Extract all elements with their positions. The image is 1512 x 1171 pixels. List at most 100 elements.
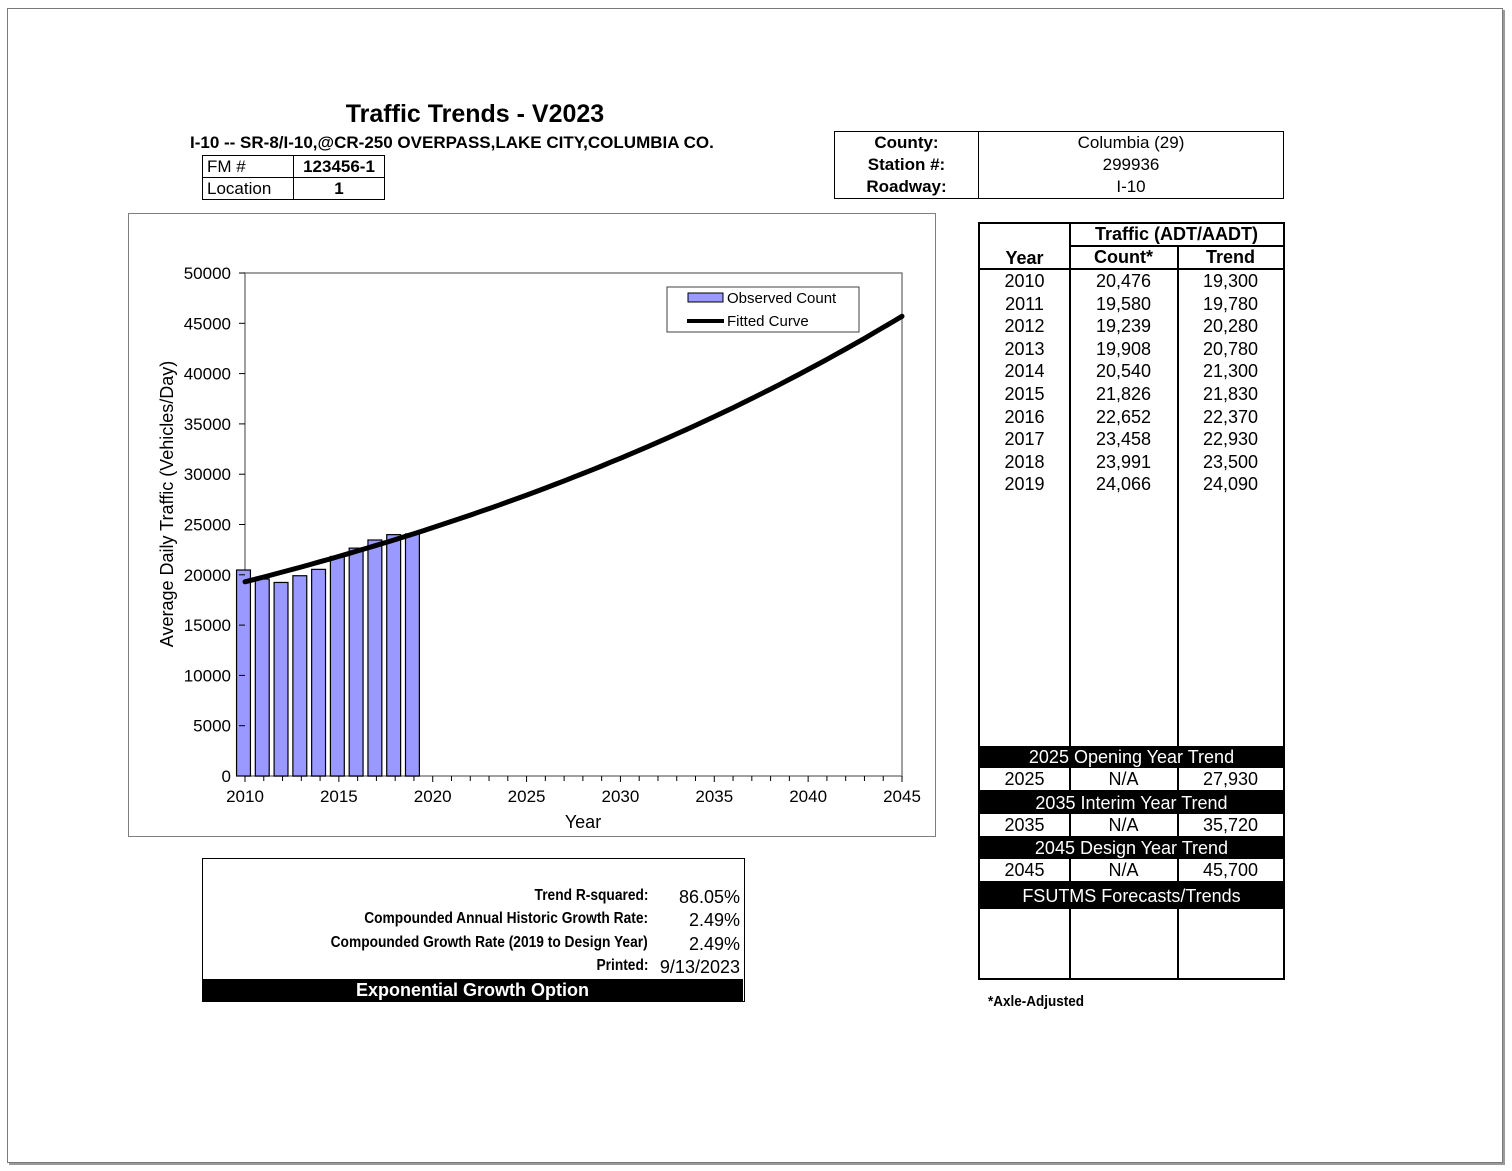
traffic-cell-count: 23,991 — [1095, 451, 1152, 472]
traffic-cell-trend: 22,370 — [1202, 406, 1259, 427]
traffic-cell-count: 19,908 — [1095, 338, 1152, 359]
r-squared-row: Trend R-squared: 86.05% — [203, 887, 743, 910]
traffic-cell-trend: 20,280 — [1202, 316, 1259, 337]
opening-year: 2025 — [1004, 769, 1045, 789]
legend-fitted-label: Fitted Curve — [727, 313, 809, 330]
fitted-curve-line — [242, 313, 905, 585]
x-tick-label: 2035 — [695, 787, 733, 806]
y-tick-label: 0 — [222, 767, 231, 786]
printed-row: Printed: 9/13/2023 — [203, 957, 743, 980]
design-growth-row: Compounded Growth Rate (2019 to Design Y… — [203, 934, 743, 957]
bar-observed-count — [235, 569, 252, 777]
traffic-cell-trend: 24,090 — [1202, 474, 1259, 495]
traffic-cell-count: 19,239 — [1095, 316, 1152, 337]
r-squared-value: 86.05% — [678, 887, 740, 907]
traffic-cell-year: 2015 — [1004, 384, 1045, 404]
fm-label: FM # — [202, 155, 294, 178]
roadway-value: I-10 — [1116, 177, 1146, 196]
traffic-cell-trend: 22,930 — [1202, 429, 1259, 450]
interim-year: 2035 — [1004, 815, 1045, 835]
county-label: County: — [834, 131, 979, 154]
x-tick-label: 2040 — [789, 787, 827, 806]
y-tick-label: 45000 — [184, 314, 231, 333]
interim-year-header: 2035 Interim Year Trend — [980, 792, 1283, 814]
bar-observed-count — [254, 578, 270, 777]
col-header-count: Count* — [1094, 247, 1153, 267]
bar-observed-count — [404, 533, 420, 777]
traffic-cell-year: 2013 — [1004, 338, 1045, 359]
legend-observed-label: Observed Count — [727, 290, 837, 307]
legend-bar-swatch — [687, 292, 724, 303]
location-label: Location — [202, 177, 294, 200]
opening-trend: 27,930 — [1202, 769, 1259, 789]
traffic-cell-trend: 23,500 — [1202, 451, 1259, 472]
r-squared-label: Trend R-squared: — [534, 887, 648, 904]
location-value: 1 — [293, 177, 385, 200]
x-tick-label: 2020 — [414, 787, 452, 806]
x-tick-label: 2025 — [508, 787, 546, 806]
y-tick-label: 5000 — [193, 717, 231, 736]
y-tick-label: 30000 — [184, 465, 231, 484]
y-tick-label: 20000 — [184, 566, 231, 585]
bar-observed-count — [292, 575, 308, 777]
traffic-cell-trend: 19,780 — [1202, 293, 1259, 314]
traffic-cell-year: 2011 — [1005, 293, 1044, 314]
growth-option-label: Exponential Growth Option — [356, 980, 589, 1000]
growth-stats-box: Trend R-squared: 86.05% Compounded Annua… — [202, 858, 745, 1002]
traffic-cell-year: 2019 — [1004, 474, 1045, 495]
fm-table: FM # 123456-1 Location 1 — [202, 155, 385, 200]
col-header-year: Year — [1005, 248, 1044, 268]
traffic-group-header: Traffic (ADT/AADT) — [1095, 224, 1258, 244]
traffic-cell-year: 2017 — [1004, 429, 1045, 450]
y-tick-label: 40000 — [184, 365, 231, 384]
interim-trend: 35,720 — [1202, 815, 1259, 835]
traffic-cell-trend: 19,300 — [1202, 271, 1259, 291]
bar-observed-count — [311, 568, 327, 777]
design-count: N/A — [1108, 860, 1139, 880]
x-tick-label: 2010 — [226, 787, 264, 806]
y-axis-title: Average Daily Traffic (Vehicles/Day) — [157, 361, 177, 647]
traffic-cell-count: 21,826 — [1095, 384, 1152, 404]
traffic-cell-count: 19,580 — [1095, 293, 1152, 314]
bar-observed-count — [348, 547, 364, 777]
traffic-cell-count: 22,652 — [1095, 406, 1152, 427]
traffic-cell-count: 20,540 — [1095, 361, 1152, 382]
x-tick-label: 2015 — [320, 787, 358, 806]
x-axis-title: Year — [565, 812, 601, 832]
x-tick-label: 2045 — [883, 787, 921, 806]
traffic-cell-trend: 20,780 — [1202, 338, 1259, 359]
printed-label: Printed: — [596, 957, 648, 974]
county-value: Columbia (29) — [1077, 133, 1185, 152]
station-label: Station #: — [834, 154, 979, 176]
traffic-cell-trend: 21,830 — [1202, 384, 1259, 404]
printed-value: 9/13/2023 — [659, 957, 740, 977]
col-header-trend: Trend — [1205, 247, 1255, 267]
traffic-chart: 0 5000 10000 15000 20000 25000 30000 35000 40000… — [157, 264, 921, 832]
historic-growth-label: Compounded Annual Historic Growth Rate: — [364, 910, 648, 927]
traffic-table: Traffic (ADT/AADT) Year Count* Trend 201… — [978, 222, 1285, 980]
traffic-cell-year: 2018 — [1004, 451, 1045, 472]
traffic-cell-count: 20,476 — [1095, 271, 1152, 291]
bar-observed-count — [367, 539, 383, 777]
y-tick-label: 50000 — [184, 264, 231, 283]
traffic-cell-count: 23,458 — [1095, 429, 1152, 450]
opening-year-header: 2025 Opening Year Trend — [980, 746, 1283, 768]
traffic-cell-year: 2012 — [1004, 316, 1045, 337]
historic-growth-row: Compounded Annual Historic Growth Rate: … — [203, 910, 743, 933]
y-tick-label: 10000 — [184, 666, 231, 685]
axle-adjusted-note: *Axle-Adjusted — [988, 993, 1085, 1010]
design-growth-label: Compounded Growth Rate (2019 to Design Y… — [330, 934, 648, 951]
station-info-table: County: Columbia (29) Station #: 299936 … — [834, 131, 1284, 199]
traffic-cell-year: 2014 — [1004, 361, 1045, 382]
bar-observed-count — [273, 581, 289, 777]
route-description: I-10 -- SR-8/I-10,@CR-250 OVERPASS,LAKE … — [190, 133, 714, 152]
design-year: 2045 — [1004, 860, 1045, 880]
bar-observed-count — [329, 555, 345, 777]
fsutms-header: FSUTMS Forecasts/Trends — [980, 883, 1283, 909]
traffic-cell-trend: 21,300 — [1202, 361, 1259, 382]
traffic-cell-year: 2016 — [1004, 406, 1045, 427]
design-trend: 45,700 — [1202, 860, 1259, 880]
traffic-cell-year: 2010 — [1004, 271, 1045, 291]
design-growth-value: 2.49% — [688, 934, 740, 954]
x-tick-label: 2030 — [602, 787, 640, 806]
